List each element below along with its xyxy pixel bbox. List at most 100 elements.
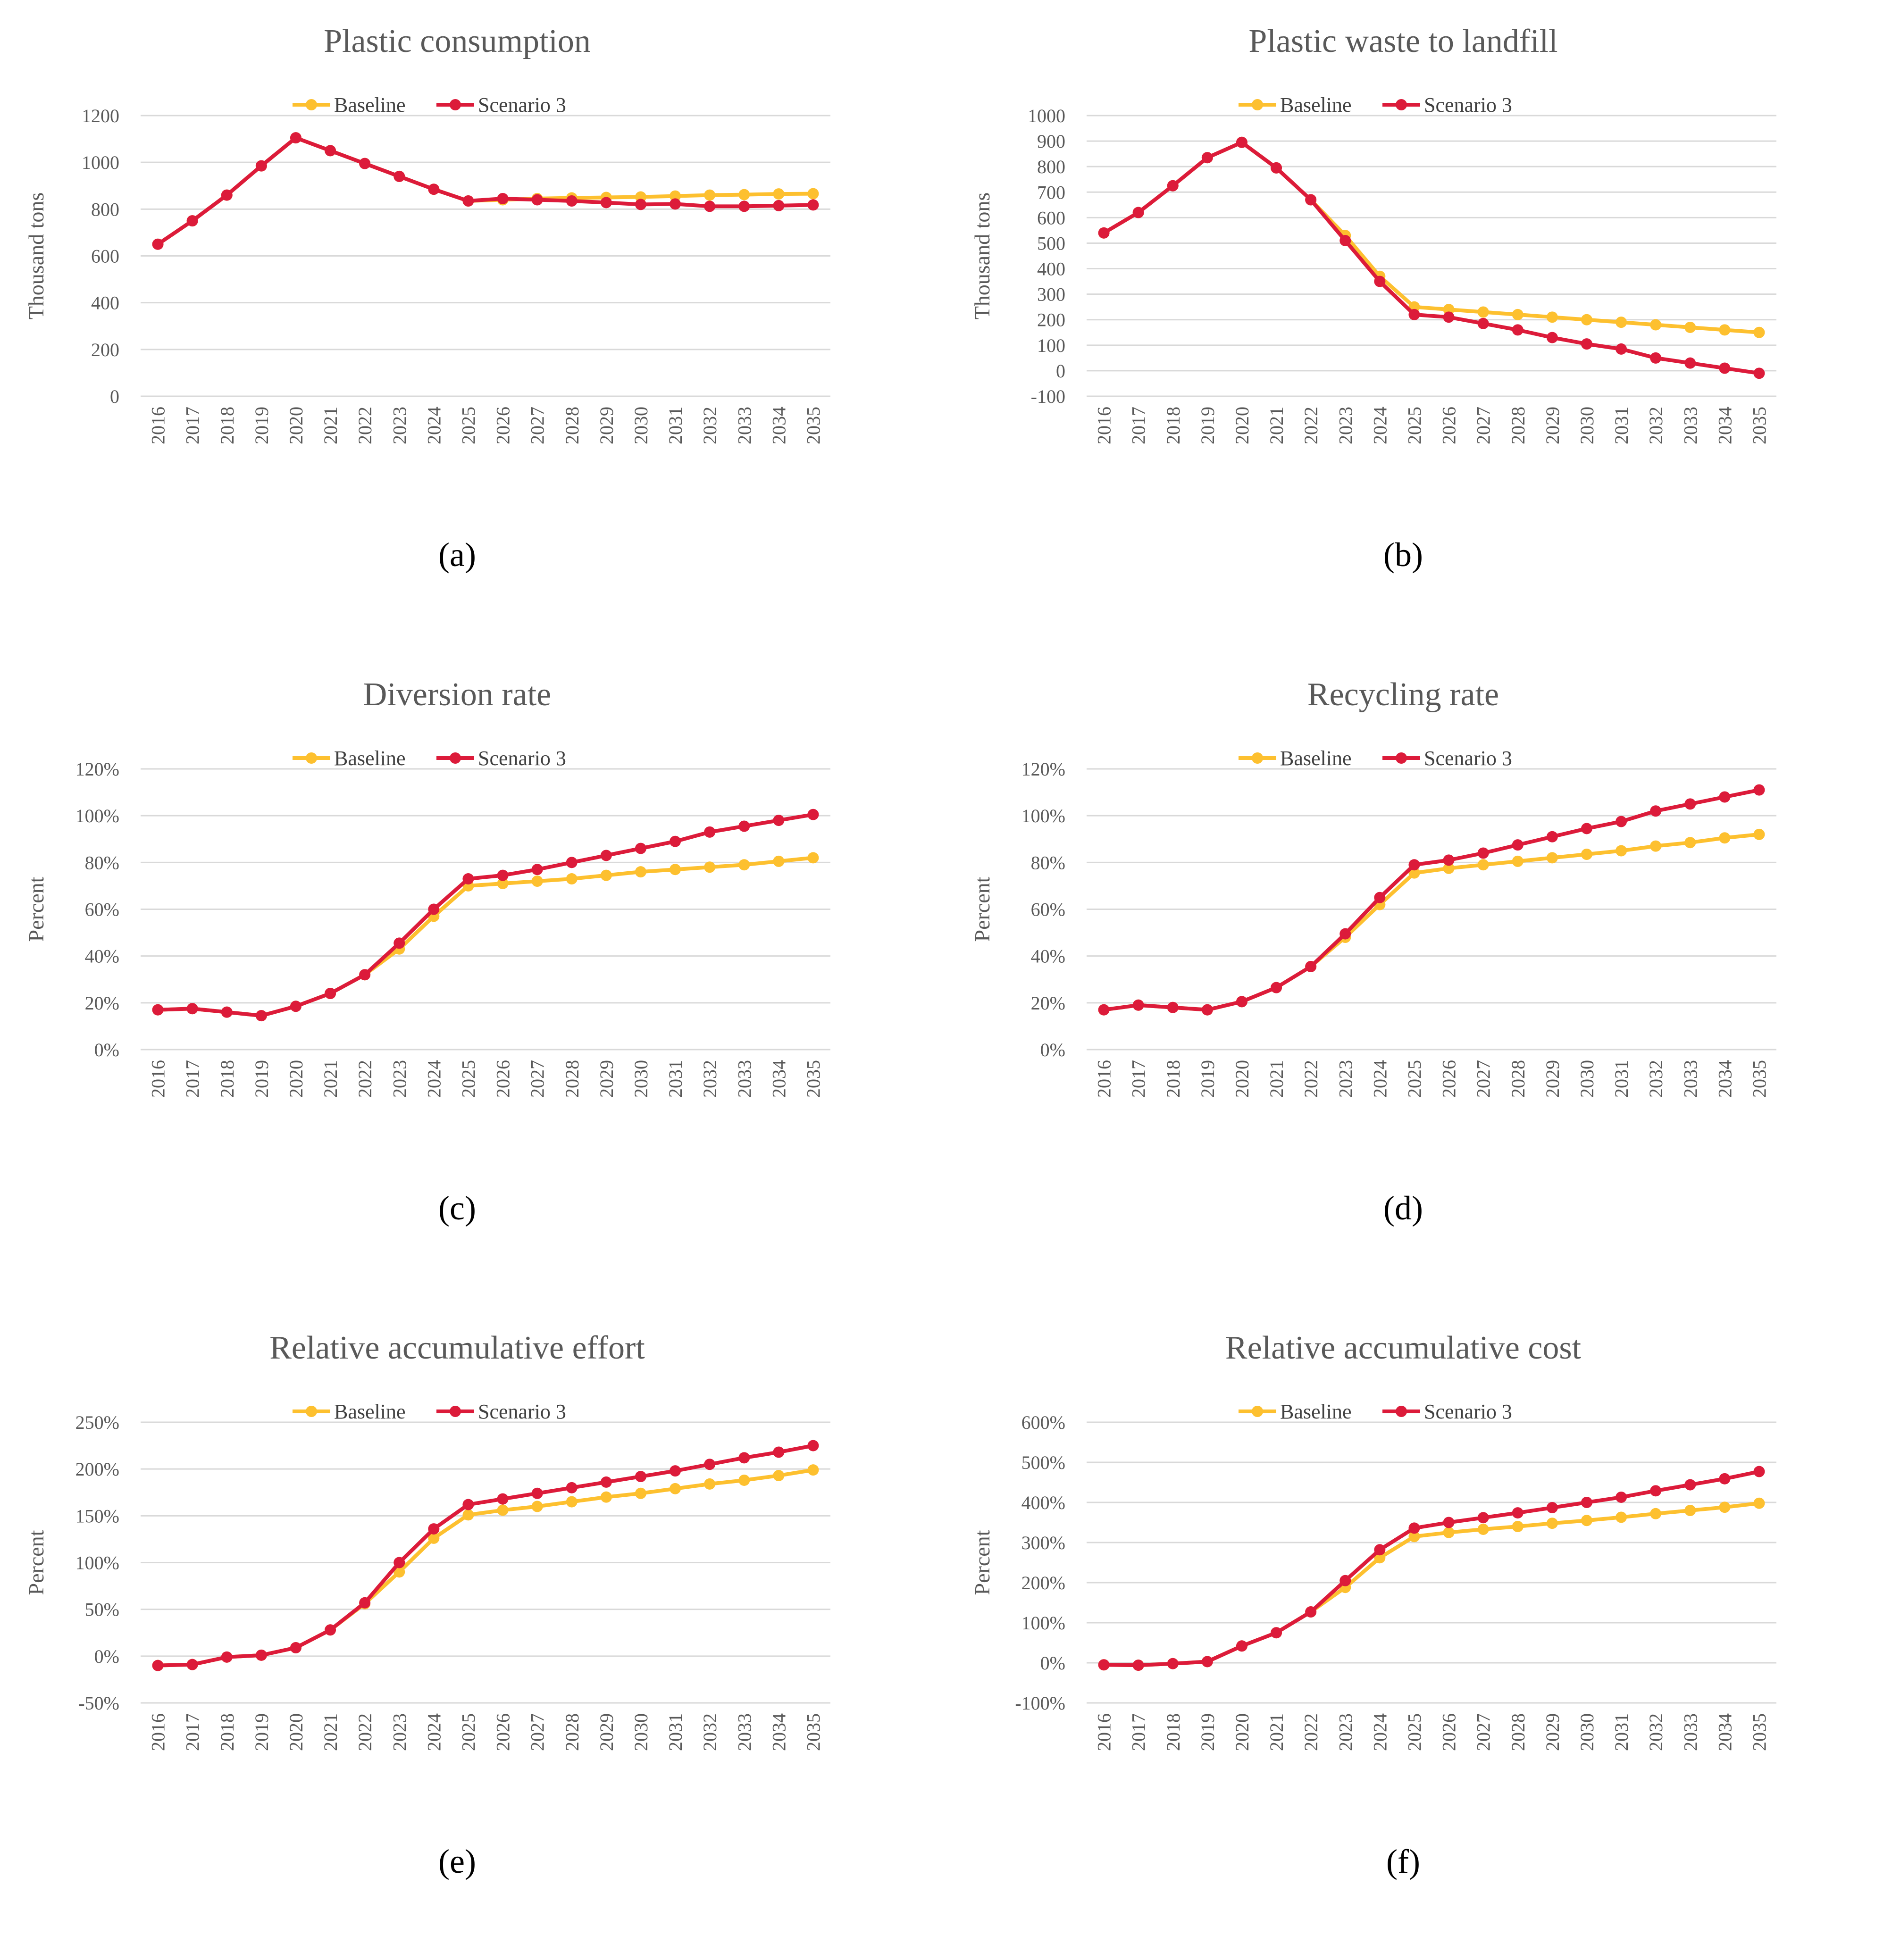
x-tick-label: 2027 — [1473, 1060, 1494, 1098]
chart-panel-d: Recycling rate 0% 20% 40% 60% 80% 100% 120% Perc… — [946, 653, 1892, 1307]
data-point-baseline — [1512, 855, 1524, 867]
x-tick-label: 2019 — [1197, 407, 1218, 444]
data-point-baseline — [393, 1566, 405, 1578]
x-tick-label: 2031 — [1611, 407, 1632, 444]
data-point-scenario-3 — [1236, 996, 1247, 1008]
data-point-scenario-3 — [738, 200, 750, 212]
data-point-scenario-3 — [600, 197, 612, 209]
data-point-baseline — [1684, 837, 1696, 849]
data-point-scenario-3 — [1167, 180, 1179, 192]
data-point-scenario-3 — [670, 835, 681, 847]
x-tick-label: 2020 — [285, 1713, 307, 1751]
x-tick-label: 2030 — [630, 1060, 652, 1098]
x-tick-label: 2031 — [1611, 1060, 1632, 1098]
y-tick-label: 60% — [85, 899, 119, 920]
series-line-baseline — [157, 136, 813, 246]
data-point-scenario-3 — [531, 194, 543, 206]
data-point-scenario-3 — [1684, 798, 1696, 810]
x-tick-label: 2019 — [251, 1060, 272, 1098]
legend-label-baseline: Baseline — [334, 1400, 406, 1423]
data-point-scenario-3 — [1443, 854, 1455, 866]
data-point-scenario-3 — [704, 1459, 716, 1470]
y-tick-label: 100% — [75, 805, 119, 826]
data-point-baseline — [1546, 311, 1558, 323]
y-tick-label: 300% — [1021, 1532, 1065, 1553]
x-tick-label: 2027 — [527, 1060, 548, 1098]
x-tick-label: 2020 — [1231, 1060, 1253, 1098]
data-point-baseline — [1616, 845, 1627, 857]
x-tick-label: 2027 — [527, 1713, 548, 1751]
x-tick-label: 2018 — [217, 1713, 238, 1751]
data-point-scenario-3 — [1201, 1656, 1213, 1668]
x-tick-label: 2027 — [1473, 407, 1494, 444]
y-axis-label: Percent — [970, 876, 994, 942]
legend-label-scenario-3: Scenario 3 — [1424, 93, 1512, 117]
data-point-scenario-3 — [393, 937, 405, 949]
x-tick-label: 2017 — [1128, 1060, 1149, 1098]
x-tick-label: 2023 — [389, 407, 410, 444]
data-point-scenario-3 — [1512, 324, 1524, 336]
data-point-baseline — [1512, 309, 1524, 320]
chart-svg: Relative accumulative cost -100% 0% 100% 200… — [970, 1330, 1776, 1880]
data-point-baseline — [1477, 1523, 1489, 1535]
data-point-scenario-3 — [807, 199, 819, 211]
x-tick-label: 2034 — [768, 407, 789, 444]
x-tick-label: 2027 — [527, 407, 548, 444]
x-tick-label: 2032 — [1645, 1060, 1666, 1098]
data-point-scenario-3 — [1098, 1659, 1110, 1671]
legend-marker-baseline — [306, 1406, 317, 1417]
y-tick-label: 600% — [1021, 1412, 1065, 1433]
data-point-scenario-3 — [1477, 847, 1489, 859]
data-point-scenario-3 — [1098, 1004, 1110, 1016]
data-point-scenario-3 — [704, 200, 716, 212]
chart-panel-a: Plastic consumption 0 200 400 600 800 1000 1200… — [0, 0, 946, 653]
legend-marker-baseline — [1252, 1406, 1263, 1417]
data-point-scenario-3 — [1339, 235, 1351, 247]
data-point-baseline — [1581, 314, 1592, 325]
x-tick-label: 2033 — [1680, 1713, 1701, 1751]
x-tick-label: 2035 — [1749, 1060, 1770, 1098]
data-point-scenario-3 — [531, 1487, 543, 1499]
data-point-baseline — [1374, 1552, 1386, 1564]
x-tick-label: 2032 — [699, 407, 720, 444]
x-tick-label: 2021 — [1266, 407, 1287, 444]
data-point-baseline — [773, 1470, 785, 1482]
legend-marker-scenario-3 — [1396, 1406, 1407, 1417]
data-point-scenario-3 — [807, 809, 819, 820]
chart-title: Plastic consumption — [324, 23, 591, 59]
x-tick-label: 2034 — [768, 1060, 789, 1098]
data-point-scenario-3 — [152, 1660, 164, 1671]
data-point-baseline — [704, 1478, 716, 1490]
y-tick-label: 20% — [1031, 993, 1065, 1014]
y-axis-label: Percent — [970, 1530, 994, 1595]
data-point-scenario-3 — [1201, 1004, 1213, 1016]
x-tick-label: 2025 — [1404, 1713, 1425, 1751]
chart-svg: Diversion rate 0% 20% 40% 60% 80% 100% 120% Perc… — [24, 676, 830, 1227]
y-tick-label: 800 — [1037, 156, 1065, 177]
data-point-scenario-3 — [1374, 892, 1386, 903]
x-tick-label: 2016 — [148, 407, 169, 444]
data-point-baseline — [1616, 1511, 1627, 1523]
x-tick-label: 2028 — [1507, 407, 1529, 444]
x-tick-label: 2017 — [182, 1713, 203, 1751]
legend-marker-scenario-3 — [1396, 99, 1407, 110]
data-point-scenario-3 — [738, 1452, 750, 1464]
x-tick-label: 2017 — [182, 407, 203, 444]
data-point-baseline — [670, 1483, 681, 1494]
legend-label-baseline: Baseline — [1280, 747, 1352, 770]
data-point-baseline — [1477, 859, 1489, 871]
data-point-baseline — [738, 859, 750, 871]
data-point-scenario-3 — [566, 1482, 578, 1493]
data-point-scenario-3 — [1339, 1575, 1351, 1586]
x-tick-label: 2025 — [458, 407, 479, 444]
x-tick-label: 2026 — [1439, 1713, 1460, 1751]
x-tick-label: 2031 — [1611, 1713, 1632, 1751]
data-point-scenario-3 — [1271, 162, 1282, 174]
x-tick-label: 2023 — [389, 1060, 410, 1098]
data-point-scenario-3 — [325, 988, 336, 999]
x-tick-label: 2034 — [1714, 1713, 1735, 1751]
data-point-scenario-3 — [1132, 207, 1144, 218]
y-tick-label: 60% — [1031, 899, 1065, 920]
y-tick-label: 600 — [1037, 207, 1065, 228]
data-point-baseline — [1753, 1497, 1765, 1509]
